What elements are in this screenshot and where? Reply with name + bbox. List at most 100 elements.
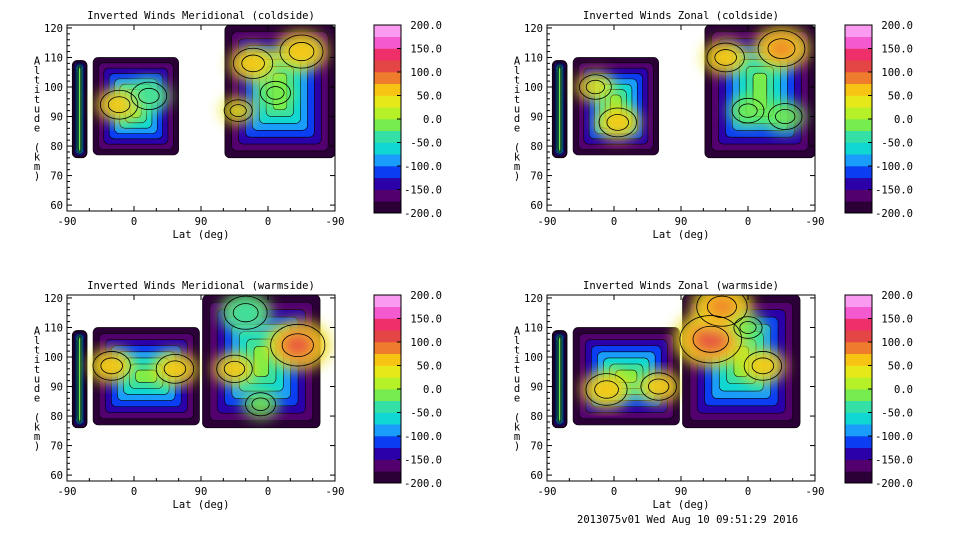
colorbar-band — [845, 318, 872, 331]
contour-field — [551, 295, 801, 429]
contour-line — [739, 321, 757, 334]
colorbar-tick-label: -50.0 — [410, 408, 442, 420]
contour-line — [163, 360, 187, 378]
y-tick-label: 110 — [524, 322, 543, 334]
contour-line — [270, 323, 326, 367]
colorbar-band — [845, 95, 872, 108]
y-tick-label: 110 — [524, 52, 543, 64]
colorbar-band — [845, 130, 872, 143]
colorbar-band — [374, 471, 401, 484]
contour-line — [288, 42, 315, 62]
contour-line — [585, 79, 606, 95]
contour-line — [679, 315, 743, 364]
y-tick-label: 60 — [50, 470, 63, 482]
colorbar-band — [845, 389, 872, 402]
colorbar-band — [374, 201, 401, 214]
contour-line — [706, 42, 745, 73]
contour-line — [692, 325, 729, 353]
y-tick-label: 70 — [50, 441, 63, 453]
colorbar-band — [845, 377, 872, 390]
x-tick-label: 0 — [745, 486, 751, 498]
contour-line — [731, 97, 765, 124]
colorbar-band — [845, 365, 872, 378]
x-tick-label: 0 — [265, 216, 271, 228]
contour-line — [279, 34, 324, 69]
contour-line — [107, 96, 131, 114]
colorbar-band — [374, 72, 401, 85]
colorbar-band — [845, 306, 872, 319]
colorbar-band — [374, 353, 401, 366]
colorbar-band — [845, 154, 872, 167]
contour-blob — [728, 95, 768, 126]
colorbar-band — [374, 60, 401, 73]
x-tick-label: 0 — [611, 486, 617, 498]
y-tick-label: 120 — [524, 293, 543, 305]
contour-blob — [706, 295, 738, 319]
contour-line — [155, 353, 195, 384]
data-segment — [71, 330, 88, 429]
x-tick-label: 0 — [131, 486, 137, 498]
colorbar-band — [845, 48, 872, 61]
chart-title: Inverted Winds Meridional (warmside) — [87, 280, 315, 292]
colorbar-band — [374, 330, 401, 343]
colorbar-band — [845, 119, 872, 132]
data-segment — [88, 327, 200, 426]
colorbar-band — [374, 154, 401, 167]
contour-line — [281, 333, 314, 358]
contour-blob — [284, 335, 311, 356]
contour-line — [733, 316, 763, 339]
colorbar-band — [845, 177, 872, 190]
colorbar-band — [845, 189, 872, 202]
contour-line — [245, 392, 276, 417]
contour-line — [92, 351, 131, 381]
chart-panel-1: Inverted Winds Meridional (coldside) -90 0… — [34, 10, 442, 241]
colorbar-band — [845, 201, 872, 214]
colorbar-band — [374, 342, 401, 355]
contour-line — [266, 86, 285, 100]
chart-title: Inverted Winds Zonal (warmside) — [583, 280, 779, 292]
colorbar-band — [374, 412, 401, 425]
data-segment — [202, 295, 331, 429]
colorbar-band — [845, 142, 872, 155]
colorbar-tick-label: -200.0 — [875, 208, 913, 220]
contour-line — [130, 81, 168, 110]
contour-blob — [242, 390, 279, 419]
colorbar-band — [374, 25, 401, 38]
y-tick-label: 70 — [530, 171, 543, 183]
colorbar-band — [374, 36, 401, 49]
data-segment — [220, 25, 335, 159]
x-tick-label: -90 — [538, 486, 557, 498]
x-tick-label: 90 — [675, 216, 688, 228]
contour-line — [751, 357, 775, 375]
contour-line — [594, 380, 619, 399]
data-segment — [92, 57, 179, 156]
x-tick-label: 0 — [265, 486, 271, 498]
contour-core — [558, 336, 561, 422]
y-tick-label: 70 — [530, 441, 543, 453]
colorbar-band — [845, 72, 872, 85]
colorbar-tick-label: 150.0 — [881, 44, 913, 56]
colorbar-band — [374, 177, 401, 190]
y-tick-label: 100 — [44, 82, 63, 94]
colorbar-band — [845, 36, 872, 49]
data-segment — [572, 57, 659, 156]
colorbar-band — [845, 424, 872, 437]
chart-title: Inverted Winds Meridional (coldside) — [87, 10, 315, 22]
colorbar-band — [374, 166, 401, 179]
contour-line — [216, 354, 253, 383]
x-tick-label: 90 — [195, 486, 208, 498]
colorbar-band — [374, 436, 401, 449]
colorbar-tick-label: -100.0 — [875, 431, 913, 443]
contour-line — [579, 74, 612, 100]
x-tick-label: -90 — [58, 216, 77, 228]
colorbar-band — [374, 295, 401, 308]
contour-core — [558, 66, 561, 152]
contour-line — [260, 80, 291, 105]
colorbar: 200.0 150.0 100.0 50.0 0.0 -50.0 -100.0 -150.0 -… — [373, 20, 442, 220]
contour-line — [585, 373, 628, 406]
data-segment — [551, 330, 568, 429]
x-tick-label: 0 — [745, 216, 751, 228]
y-tick-label: 120 — [44, 293, 63, 305]
